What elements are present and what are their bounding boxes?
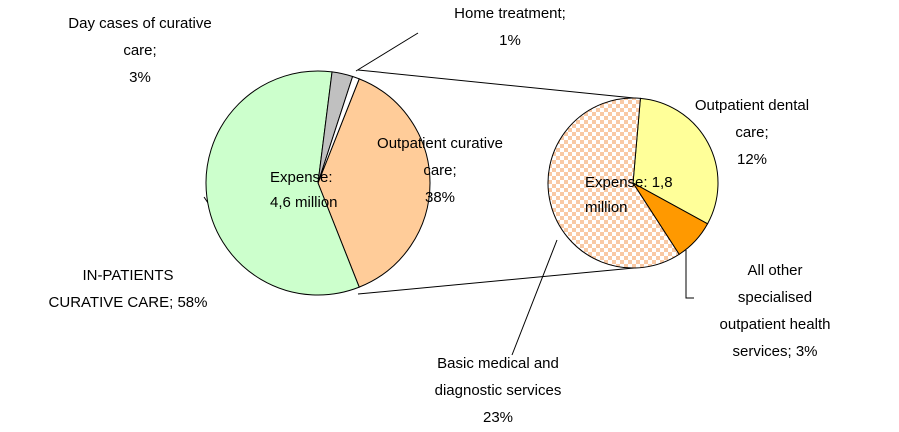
data-label: Day cases of curative care; 3% — [68, 15, 212, 86]
pie-slice — [205, 70, 360, 296]
data-label: Outpatient dental care; 12% — [694, 97, 810, 168]
pie-slice — [547, 97, 680, 269]
pie-slice — [317, 75, 360, 184]
data-label: All other specialised outpatient health … — [719, 262, 831, 360]
pie-slice — [317, 78, 431, 288]
connector-lines — [357, 69, 635, 295]
data-label: Home treatment; 1% — [454, 5, 566, 49]
data-label: Basic medical and diagnostic services 23… — [434, 355, 562, 426]
data-label: Outpatient curative care; 38% — [377, 135, 503, 206]
annotation: Expense: 4,6 million — [270, 169, 338, 211]
pie-slice — [632, 97, 719, 225]
annotation: Expense: 1,8 million — [585, 174, 673, 216]
data-label: IN-PATIENTS CURATIVE CARE; 58% — [48, 267, 208, 311]
